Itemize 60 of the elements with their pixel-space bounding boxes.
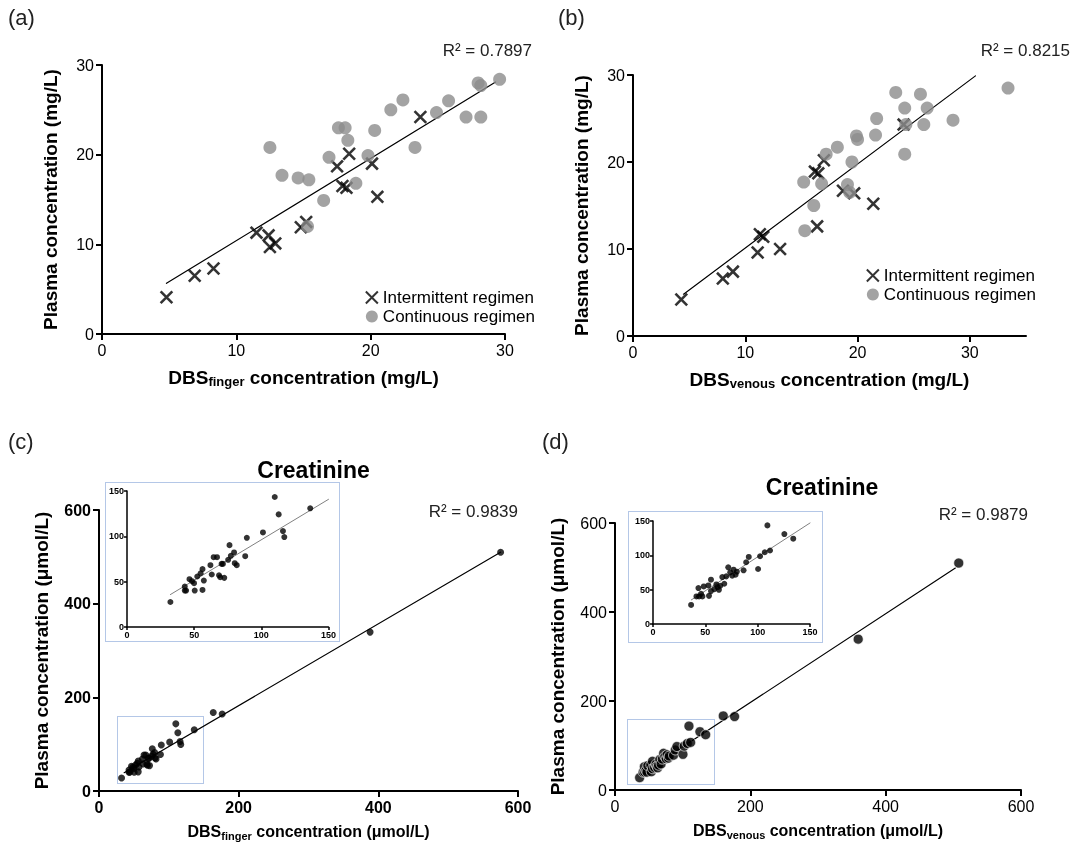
y-tick-label: 100 bbox=[108, 531, 125, 542]
y-tick-label: 150 bbox=[634, 516, 650, 526]
x-tick-label: 200 bbox=[225, 798, 253, 816]
y-tick-label: 0 bbox=[82, 782, 92, 800]
y-tick-label: 20 bbox=[607, 153, 626, 171]
x-tick-label: 20 bbox=[361, 341, 380, 359]
x-tick-label: 10 bbox=[227, 341, 246, 359]
x-tick-label: 150 bbox=[320, 629, 337, 640]
y-axis-title: Plasma concentration (mg/L) bbox=[40, 69, 61, 330]
legend-label: Intermittent regimen bbox=[883, 266, 1036, 285]
x-tick-label: 50 bbox=[700, 626, 711, 637]
annotation: R² = 0.9839 bbox=[428, 502, 518, 521]
text: (b) bbox=[558, 4, 585, 30]
y-tick-label: 150 bbox=[108, 486, 125, 496]
x-tick-label: 30 bbox=[960, 343, 979, 361]
x-tick-label: 600 bbox=[504, 798, 532, 816]
x-tick-label: 30 bbox=[496, 341, 514, 359]
y-tick-label: 10 bbox=[76, 235, 95, 253]
x-tick-label: 50 bbox=[189, 629, 200, 640]
y-tick-label: 0 bbox=[598, 781, 608, 799]
text: (c) bbox=[8, 428, 34, 454]
x-tick-label: 20 bbox=[848, 343, 867, 361]
y-tick-label: 0 bbox=[644, 619, 650, 629]
y-axis-title: Plasma concentration (mg/L) bbox=[571, 75, 592, 336]
x-tick-label: 200 bbox=[736, 797, 764, 815]
x-tick-label: 150 bbox=[802, 626, 818, 637]
chart-title: Creatinine bbox=[257, 456, 370, 483]
y-tick-label: 200 bbox=[580, 692, 608, 710]
legend-label: Intermittent regimen bbox=[382, 288, 535, 307]
x-tick-label: 400 bbox=[364, 798, 392, 816]
y-tick-label: 30 bbox=[607, 66, 626, 84]
y-tick-label: 20 bbox=[76, 146, 95, 164]
y-tick-label: 600 bbox=[580, 514, 608, 532]
y-tick-label: 50 bbox=[114, 576, 125, 587]
text: R² = 0.8215 bbox=[980, 41, 1070, 60]
annotation: R² = 0.9879 bbox=[938, 505, 1028, 524]
x-tick-label: 10 bbox=[736, 343, 755, 361]
y-tick-label: 50 bbox=[639, 584, 650, 595]
y-tick-label: 600 bbox=[64, 501, 92, 519]
x-tick-label: 100 bbox=[253, 629, 269, 640]
y-axis-title: Plasma concentration (μmol/L) bbox=[31, 511, 52, 790]
y-tick-label: 0 bbox=[616, 327, 626, 345]
x-tick-label: 100 bbox=[750, 626, 766, 637]
y-tick-label: 200 bbox=[64, 688, 92, 706]
y-tick-label: 10 bbox=[607, 240, 626, 258]
text: (d) bbox=[542, 428, 569, 454]
y-tick-label: 400 bbox=[580, 603, 608, 621]
legend-label: Continuous regimen bbox=[883, 285, 1037, 304]
legend-label: Continuous regimen bbox=[382, 307, 536, 326]
y-tick-label: 100 bbox=[634, 550, 650, 561]
text: R² = 0.7897 bbox=[442, 41, 532, 60]
y-tick-label: 30 bbox=[76, 56, 95, 74]
x-tick-label: 0 bbox=[97, 341, 107, 359]
y-tick-label: 0 bbox=[85, 325, 95, 343]
x-tick-label: 600 bbox=[1007, 797, 1035, 815]
text: (a) bbox=[8, 4, 35, 30]
x-tick-label: 400 bbox=[872, 797, 900, 815]
chart-title: Creatinine bbox=[765, 473, 879, 500]
y-tick-label: 400 bbox=[64, 595, 92, 613]
y-axis-title: Plasma concentration (μmol/L) bbox=[547, 517, 568, 796]
